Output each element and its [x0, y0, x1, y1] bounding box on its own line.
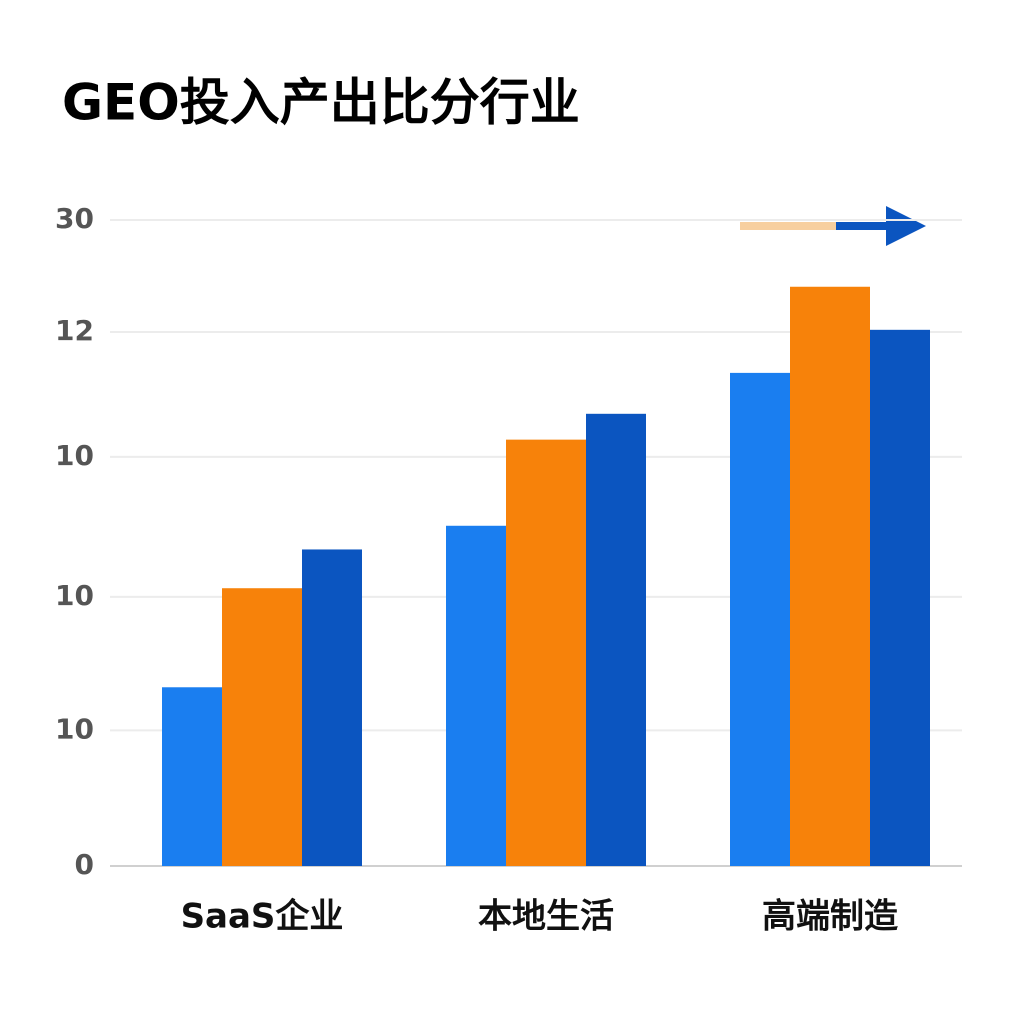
- bar: [446, 525, 506, 866]
- y-tick-label: 30: [55, 202, 94, 235]
- y-tick-label: 12: [55, 314, 94, 347]
- y-tick-label: 0: [75, 848, 94, 881]
- bar: [790, 286, 870, 867]
- bar: [586, 413, 646, 866]
- y-tick-label: 10: [55, 579, 94, 612]
- bar: [222, 588, 302, 866]
- y-tick-label: 10: [55, 712, 94, 745]
- decor-arrow: [740, 206, 926, 246]
- x-tick-label: SaaS企业: [181, 897, 344, 937]
- y-tick-label: 10: [55, 439, 94, 472]
- chart-title: GEO投入产出比分行业: [62, 74, 580, 132]
- bar: [506, 439, 586, 866]
- x-tick-label: 本地生活: [478, 897, 614, 937]
- bar: [302, 549, 362, 866]
- bar: [162, 687, 222, 866]
- bar: [870, 329, 930, 866]
- arrow-head: [886, 206, 926, 246]
- x-tick-label: 高端制造: [762, 897, 898, 937]
- bar: [730, 372, 790, 866]
